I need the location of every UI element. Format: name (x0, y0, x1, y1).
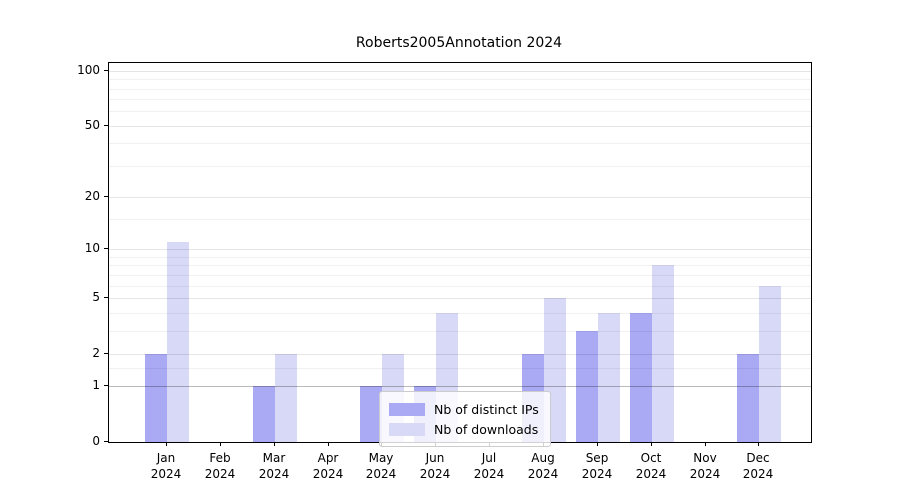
x-tick-label: Jul 2024 (473, 451, 505, 481)
bar-distinct-ips (252, 386, 275, 442)
gridline-major (109, 249, 811, 250)
x-tick-label: Nov 2024 (689, 451, 721, 481)
gridline-minor (109, 313, 811, 314)
gridline-major (109, 126, 811, 127)
legend-entry-downloads: Nb of downloads (389, 419, 539, 439)
gridline-minor (109, 331, 811, 332)
bar-distinct-ips (629, 312, 652, 442)
legend-swatch-distinct-ips (389, 402, 425, 416)
gridline-minor (109, 111, 811, 112)
gridline-major (109, 197, 811, 198)
bar-distinct-ips (145, 353, 167, 442)
x-tick-mark (597, 442, 598, 446)
x-tick-mark (705, 442, 706, 446)
x-tick-mark (758, 442, 759, 446)
gridline-major (109, 298, 811, 299)
bar-distinct-ips (360, 386, 383, 442)
x-tick-mark (166, 442, 167, 446)
y-tick-mark (104, 125, 108, 126)
x-tick-mark (220, 442, 221, 446)
y-tick-mark (104, 353, 108, 354)
x-tick-label: Feb 2024 (204, 451, 236, 481)
gridline-minor (109, 368, 811, 369)
gridline-minor (109, 89, 811, 90)
bar-downloads (651, 265, 674, 442)
gridline-minor (109, 79, 811, 80)
bar-downloads (274, 353, 297, 442)
x-tick-label: Oct 2024 (635, 451, 667, 481)
bar-downloads (167, 242, 189, 442)
chart-title: Roberts2005Annotation 2024 (355, 35, 563, 51)
gridline-minor (109, 286, 811, 287)
x-tick-mark (651, 442, 652, 446)
gridline-minor (109, 219, 811, 220)
y-tick-mark (104, 196, 108, 197)
x-tick-label: Jan 2024 (150, 451, 182, 481)
legend-swatch-downloads (389, 422, 425, 436)
y-tick-mark (104, 70, 108, 71)
y-tick-label: 50 (84, 118, 100, 132)
plot-area: Nb of distinct IPs Nb of downloads (108, 62, 812, 447)
x-tick-mark (274, 442, 275, 446)
x-tick-label: Dec 2024 (742, 451, 774, 481)
x-tick-label: Mar 2024 (258, 451, 290, 481)
legend-label-distinct-ips: Nb of distinct IPs (434, 401, 539, 417)
bar-downloads (759, 285, 782, 442)
y-tick-label: 2 (92, 346, 100, 360)
bar-downloads (597, 312, 620, 442)
gridline-minor (109, 166, 811, 167)
grid-layer (109, 63, 811, 442)
gridline-minor (109, 143, 811, 144)
gridline-minor (109, 99, 811, 100)
bar-distinct-ips (737, 353, 760, 442)
x-tick-label: Jun 2024 (419, 451, 451, 481)
gridline-major (109, 354, 811, 355)
x-tick-label: Aug 2024 (527, 451, 559, 481)
gridline-major (109, 71, 811, 72)
x-tick-mark (328, 442, 329, 446)
legend-entry-distinct-ips: Nb of distinct IPs (389, 399, 539, 419)
gridline-minor (109, 275, 811, 276)
y-tick-label: 0 (92, 434, 100, 448)
y-tick-label: 100 (77, 63, 100, 77)
x-tick-label: Apr 2024 (312, 451, 344, 481)
legend: Nb of distinct IPs Nb of downloads (379, 391, 551, 447)
y-tick-label: 5 (92, 290, 100, 304)
y-tick-mark (104, 248, 108, 249)
y-tick-mark (104, 297, 108, 298)
y-tick-mark (104, 441, 108, 442)
y-tick-label: 20 (84, 189, 100, 203)
y-tick-label: 10 (84, 241, 100, 255)
gridline-major-one (109, 386, 811, 387)
x-tick-label: May 2024 (365, 451, 397, 481)
gridline-minor (109, 265, 811, 266)
x-tick-label: Sep 2024 (581, 451, 613, 481)
bar-distinct-ips (575, 330, 598, 442)
y-tick-mark (104, 385, 108, 386)
gridline-minor (109, 257, 811, 258)
legend-label-downloads: Nb of downloads (434, 421, 539, 437)
y-tick-label: 1 (92, 378, 100, 392)
